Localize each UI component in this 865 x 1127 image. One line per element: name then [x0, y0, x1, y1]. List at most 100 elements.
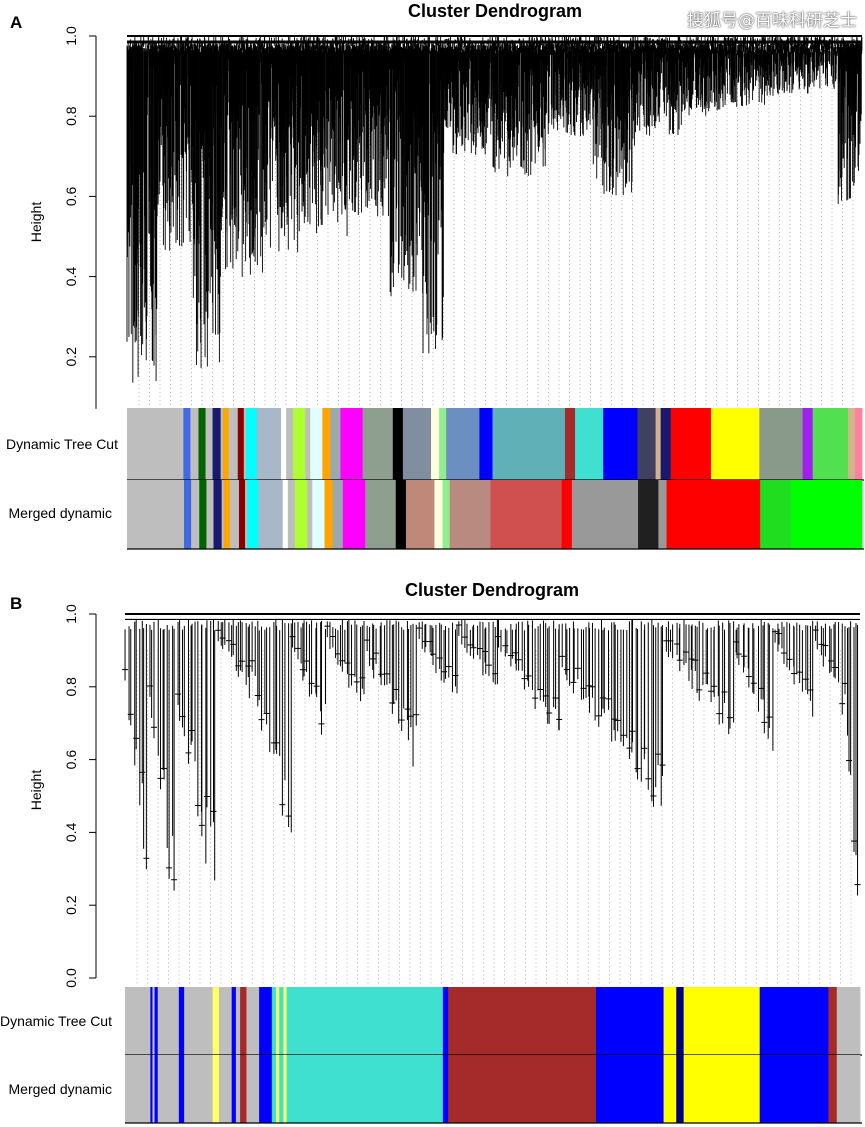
- panel-b: B Cluster Dendrogram Height Dynamic Tree…: [0, 580, 862, 1124]
- module-segment: [448, 987, 597, 1055]
- module-segment: [184, 1055, 214, 1123]
- dendrogram-cluster: [592, 36, 636, 196]
- dendrogram: [122, 613, 861, 896]
- module-segment: [256, 408, 282, 480]
- y-tick-label: 0.0: [63, 968, 79, 988]
- module-segment: [663, 1055, 677, 1123]
- module-segment: [235, 987, 241, 1055]
- module-segment: [449, 480, 491, 549]
- module-segment: [190, 408, 199, 480]
- module-segment: [271, 987, 277, 1055]
- module-segment: [340, 408, 364, 480]
- module-segment: [342, 480, 366, 549]
- module-segment: [212, 408, 222, 480]
- module-segment: [150, 987, 153, 1055]
- module-segment: [836, 987, 861, 1055]
- dendrogram-cluster: [324, 618, 367, 702]
- module-segment: [638, 480, 659, 549]
- dendrogram-cluster: [724, 36, 767, 107]
- y-tick-label: 0.2: [63, 347, 79, 367]
- module-segment: [676, 987, 685, 1055]
- module-segment: [213, 480, 223, 549]
- dendrogram: [126, 35, 863, 383]
- y-tick-label: 0.8: [63, 677, 79, 697]
- module-segment: [184, 987, 214, 1055]
- module-segment: [759, 408, 803, 480]
- module-segment: [125, 1055, 151, 1123]
- module-segment: [286, 987, 444, 1055]
- module-segment: [218, 1055, 233, 1123]
- y-tick-label: 0.4: [63, 267, 79, 287]
- module-segment: [330, 408, 341, 480]
- module-segment: [446, 408, 480, 480]
- module-segment: [205, 408, 213, 480]
- dendrogram-cluster: [146, 618, 178, 891]
- module-segment: [127, 480, 185, 549]
- module-segment: [294, 480, 308, 549]
- leaf-guides: [136, 650, 852, 985]
- module-segment: [564, 408, 576, 480]
- module-segment: [238, 480, 246, 549]
- module-segment: [279, 987, 284, 1055]
- module-segment: [279, 1055, 284, 1123]
- module-segment: [221, 480, 225, 549]
- module-segment: [293, 408, 306, 480]
- module-segment: [392, 408, 404, 480]
- dendrogram-cluster: [807, 36, 839, 89]
- dendrogram-cluster: [544, 36, 594, 136]
- module-segment: [240, 987, 247, 1055]
- dendrogram-cluster: [559, 618, 666, 807]
- module-segment: [286, 1055, 444, 1123]
- module-segment: [759, 1055, 829, 1123]
- module-segment: [222, 408, 230, 480]
- module-segment: [228, 408, 239, 480]
- row-label-dynamic-tree-cut-a: Dynamic Tree Cut: [6, 436, 118, 452]
- dendrogram-cluster: [733, 618, 774, 751]
- module-segment: [660, 408, 672, 480]
- module-segment: [790, 480, 863, 549]
- module-segment: [324, 480, 334, 549]
- module-segment: [276, 987, 280, 1055]
- panel-label-b: B: [10, 594, 22, 613]
- row-label-dynamic-tree-cut-b: Dynamic Tree Cut: [0, 1013, 112, 1029]
- dendrogram-cluster: [192, 36, 223, 369]
- module-segment: [246, 1055, 260, 1123]
- module-segment: [218, 987, 233, 1055]
- module-segment: [676, 1055, 685, 1123]
- module-segment: [365, 480, 397, 549]
- module-segment: [178, 987, 185, 1055]
- module-segment: [490, 480, 563, 549]
- module-color-bar-dynamic-tree-cut: [125, 987, 862, 1056]
- module-segment: [395, 480, 407, 549]
- dendrogram-cluster: [491, 36, 546, 177]
- module-segment: [595, 987, 664, 1055]
- module-segment: [231, 987, 237, 1055]
- dendrogram-cluster: [419, 36, 445, 354]
- leaf-guides: [138, 76, 854, 406]
- module-segment: [561, 480, 573, 549]
- module-segment: [259, 1055, 273, 1123]
- dendrogram-cluster: [663, 618, 735, 735]
- module-segment: [655, 408, 662, 480]
- module-segment: [442, 987, 449, 1055]
- dendrogram-cluster: [222, 36, 265, 277]
- module-segment: [431, 408, 440, 480]
- module-segment: [571, 480, 639, 549]
- module-segment: [828, 987, 838, 1055]
- module-segment: [154, 1055, 159, 1123]
- panel-a: A Cluster Dendrogram Height Dynamic Tree…: [6, 1, 864, 550]
- module-segment: [157, 1055, 180, 1123]
- dendrogram-cluster: [812, 618, 846, 715]
- module-segment: [310, 408, 323, 480]
- dendrogram-cluster: [772, 618, 815, 717]
- dendrogram-cluster: [389, 36, 421, 297]
- module-segment: [492, 408, 566, 480]
- module-segment: [710, 408, 760, 480]
- module-segment: [198, 408, 206, 480]
- module-segment: [237, 408, 245, 480]
- module-segment: [595, 1055, 664, 1123]
- module-segment: [281, 408, 287, 480]
- module-segment: [199, 480, 207, 549]
- module-segment: [287, 480, 296, 549]
- module-segment: [828, 1055, 838, 1123]
